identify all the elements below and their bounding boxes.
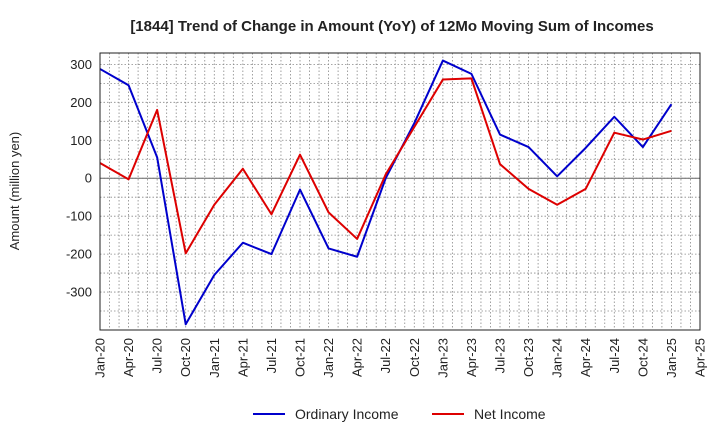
x-tick-label: Jan-21 [207, 338, 222, 378]
x-tick-label: Jan-24 [550, 338, 565, 378]
x-tick-label: Jul-22 [378, 338, 393, 373]
plot-frame [99, 52, 701, 331]
y-axis-label: Amount (million yen) [7, 132, 22, 251]
x-tick-label: Jan-25 [664, 338, 679, 378]
y-tick-labels: -300 -200 -100 0 100 200 300 [66, 57, 92, 300]
x-tick-labels: Jan-20 Apr-20 Jul-20 Oct-20 Jan-21 Apr-21 Jul-… [93, 338, 708, 378]
grid [99, 53, 701, 331]
y-tick-label: 0 [85, 171, 92, 186]
x-tick-label: Apr-22 [350, 338, 365, 377]
x-tick-label: Apr-21 [235, 338, 250, 377]
ordinary-income-line [99, 59, 673, 326]
legend-label: Ordinary Income [295, 406, 399, 422]
x-tick-label: Apr-23 [464, 338, 479, 377]
net-income-line [99, 77, 672, 255]
y-tick-label: -100 [66, 209, 92, 224]
x-tick-label: Jan-22 [321, 338, 336, 378]
x-tick-label: Oct-22 [407, 338, 422, 377]
x-tick-label: Jul-24 [607, 338, 622, 373]
y-tick-label: 100 [70, 133, 92, 148]
x-tick-label: Apr-25 [693, 338, 708, 377]
x-tick-label: Jul-21 [264, 338, 279, 373]
y-tick-label: -200 [66, 247, 92, 262]
y-tick-label: -300 [66, 285, 92, 300]
series-group [99, 59, 673, 326]
x-tick-label: Oct-20 [178, 338, 193, 377]
y-tick-label: 200 [70, 95, 92, 110]
chart-title: [1844] Trend of Change in Amount (YoY) o… [130, 18, 653, 35]
x-tick-label: Jan-20 [93, 338, 108, 378]
x-tick-label: Oct-21 [293, 338, 308, 377]
x-tick-label: Oct-24 [635, 338, 650, 377]
y-tick-label: 300 [70, 57, 92, 72]
x-tick-label: Jul-23 [493, 338, 508, 373]
x-tick-label: Jan-23 [435, 338, 450, 378]
x-tick-label: Apr-24 [578, 338, 593, 377]
legend-label: Net Income [474, 406, 546, 422]
x-tick-label: Jul-20 [150, 338, 165, 373]
legend: Ordinary Income Net Income [253, 406, 546, 422]
x-tick-label: Apr-20 [121, 338, 136, 377]
x-tick-label: Oct-23 [521, 338, 536, 377]
